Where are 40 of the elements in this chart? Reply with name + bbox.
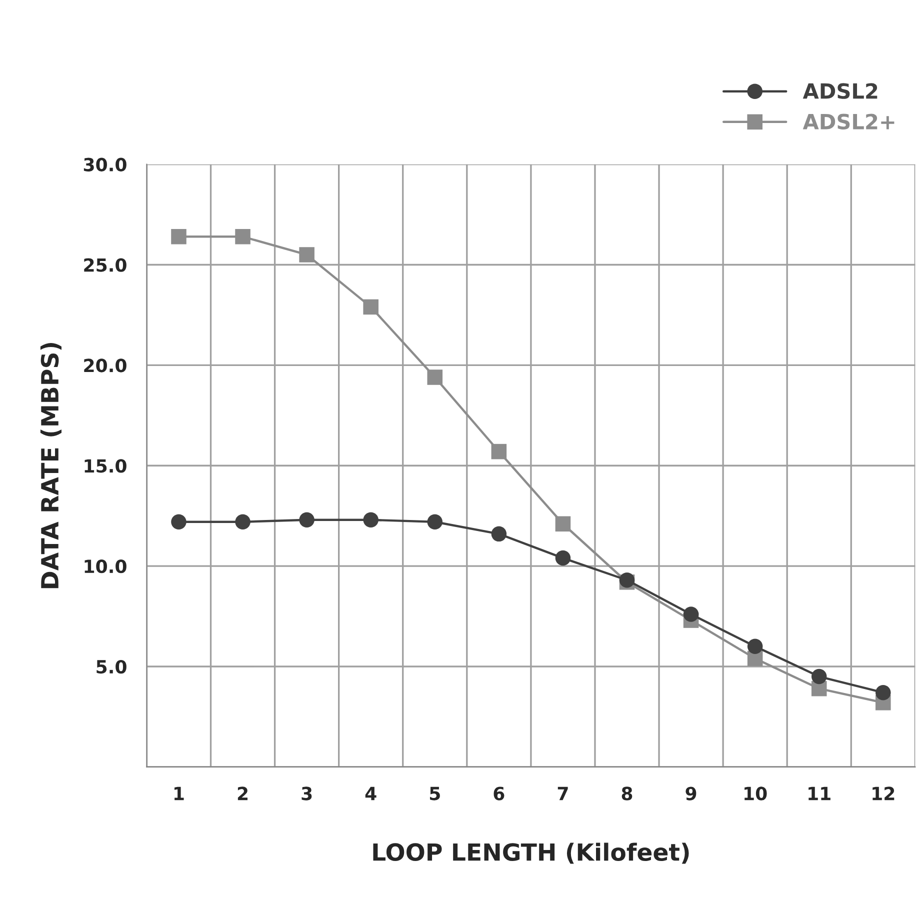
x-axis-title: LOOP LENGTH (Kilofeet) (373, 842, 689, 864)
point (876, 684, 891, 700)
x-tick-label: 12 (872, 786, 894, 800)
y-tick-label: 5.0 (96, 660, 126, 674)
point (363, 512, 378, 528)
x-tick-label: 1 (174, 786, 184, 800)
point (235, 514, 250, 530)
x-tick-label: 7 (558, 786, 568, 800)
point (747, 638, 763, 654)
x-tick-label: 11 (808, 786, 830, 800)
x-tick-label: 5 (430, 786, 440, 800)
point (491, 526, 507, 542)
y-tick-label: 30.0 (84, 158, 126, 172)
x-tick-label: 4 (365, 786, 376, 800)
y-axis-title: DATA RATE (MBPS) (40, 343, 62, 588)
legend-label: ADSL2+ (802, 114, 894, 130)
y-tick-label: 20.0 (84, 358, 126, 372)
x-tick-label: 3 (302, 786, 312, 800)
point (555, 550, 571, 566)
point (491, 444, 507, 460)
y-tick-label: 25.0 (84, 258, 126, 272)
x-tick-label: 2 (238, 786, 248, 800)
point (555, 516, 571, 532)
point (811, 668, 827, 684)
x-tick-label: 9 (686, 786, 696, 800)
y-tick-label: 10.0 (84, 560, 126, 574)
point (171, 514, 186, 530)
point (427, 514, 443, 530)
point (683, 606, 699, 622)
y-tick-label: 15.0 (84, 459, 126, 473)
point (363, 299, 378, 315)
x-tick-label: 6 (494, 786, 504, 800)
x-tick-label: 10 (744, 786, 767, 800)
point (427, 370, 443, 385)
legend-label: ADSL2 (802, 83, 878, 99)
point (299, 512, 314, 528)
point (299, 247, 314, 262)
x-tick-label: 8 (622, 786, 632, 800)
point (171, 229, 186, 244)
point (235, 229, 250, 244)
